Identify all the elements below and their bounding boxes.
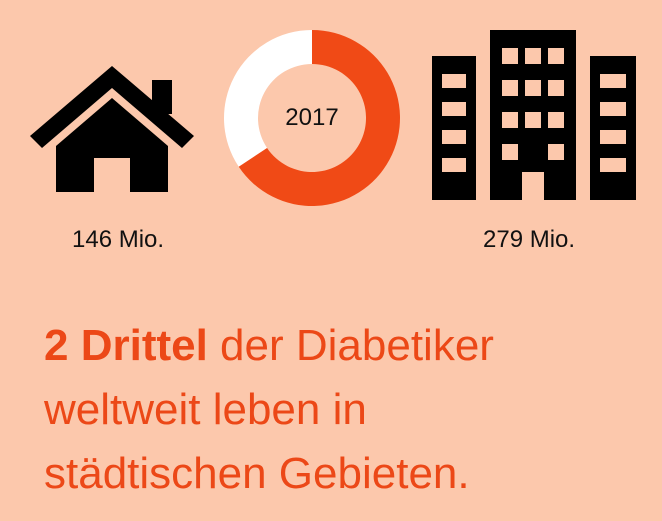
slice-label-urban-right: 279 Mio. (483, 226, 576, 253)
headline-line-1-rest: der Diabetiker (207, 321, 494, 370)
headline-strong: 2 Drittel (44, 321, 208, 370)
headline-line-1: 2 Drittel der Diabetiker (44, 314, 644, 378)
donut-chart (224, 30, 400, 206)
slice-label-urban-rural-left: 146 Mio. (72, 226, 165, 253)
house-icon (30, 66, 194, 192)
donut-center-label: 2017 (285, 104, 339, 131)
donut-slice-0 (224, 30, 312, 167)
donut-slice-1 (238, 30, 400, 206)
headline-line-3: städtischen Gebieten. (44, 449, 470, 498)
headline: 2 Drittel der Diabetiker weltweit leben … (44, 314, 644, 506)
headline-line-2: weltweit leben in (44, 385, 367, 434)
buildings-icon (432, 30, 636, 200)
